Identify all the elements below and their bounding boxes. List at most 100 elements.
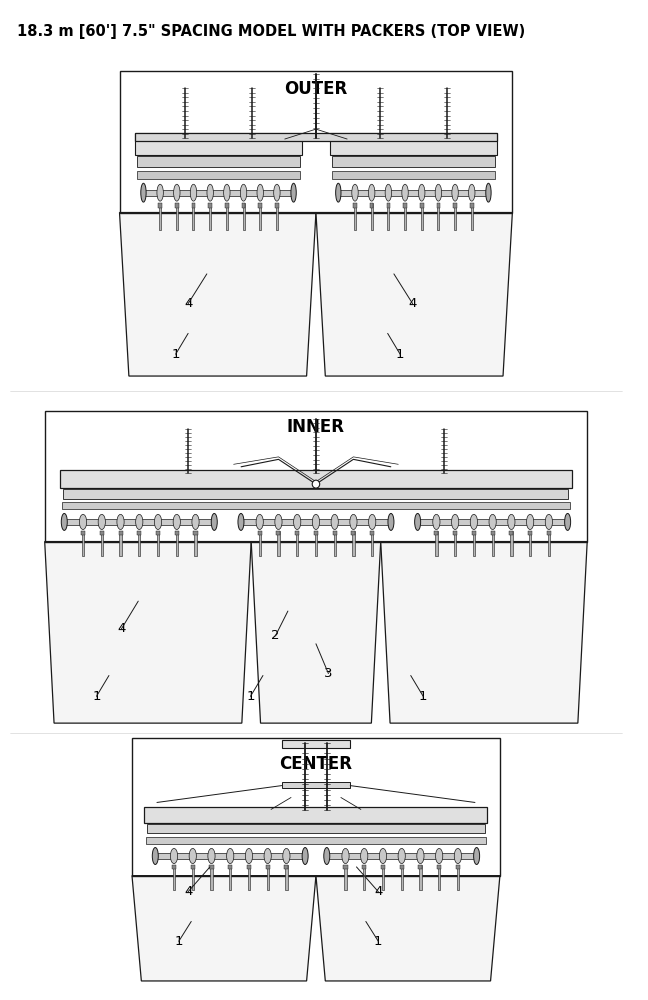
Ellipse shape — [98, 514, 106, 530]
Bar — [344, 865, 347, 890]
Bar — [470, 203, 474, 208]
Bar — [172, 865, 176, 869]
Ellipse shape — [291, 183, 296, 202]
Ellipse shape — [208, 848, 215, 864]
Ellipse shape — [452, 514, 459, 530]
Bar — [259, 203, 262, 208]
Text: 18.3 m [60'] 7.5" SPACING MODEL WITH PACKERS (TOP VIEW): 18.3 m [60'] 7.5" SPACING MODEL WITH PAC… — [17, 24, 525, 39]
Ellipse shape — [470, 514, 478, 530]
Bar — [157, 531, 159, 556]
Bar — [119, 531, 122, 535]
Ellipse shape — [336, 183, 341, 202]
Ellipse shape — [312, 514, 319, 530]
Bar — [338, 190, 489, 196]
Bar — [285, 865, 288, 890]
Ellipse shape — [312, 480, 319, 488]
Bar — [295, 531, 299, 535]
Bar — [491, 531, 494, 535]
Bar — [382, 865, 384, 890]
Bar — [470, 203, 473, 230]
Bar — [225, 203, 229, 208]
Bar — [454, 203, 457, 208]
Polygon shape — [381, 542, 587, 723]
Ellipse shape — [173, 514, 180, 530]
Ellipse shape — [246, 848, 253, 864]
Bar — [334, 531, 336, 556]
Bar — [156, 853, 305, 859]
Ellipse shape — [238, 513, 244, 530]
Ellipse shape — [240, 184, 247, 201]
Text: INNER: INNER — [287, 418, 345, 436]
Bar — [381, 865, 385, 869]
Bar — [362, 865, 366, 869]
Bar — [332, 531, 337, 535]
Bar — [435, 531, 437, 556]
Ellipse shape — [419, 184, 425, 201]
Ellipse shape — [388, 513, 394, 530]
Bar — [282, 782, 351, 788]
Ellipse shape — [294, 514, 301, 530]
Bar — [248, 865, 250, 890]
Bar — [100, 531, 103, 556]
Text: 4: 4 — [117, 622, 126, 635]
Bar — [529, 531, 531, 556]
Ellipse shape — [211, 513, 217, 530]
Ellipse shape — [342, 848, 349, 864]
Ellipse shape — [324, 848, 330, 864]
Polygon shape — [119, 213, 316, 376]
Ellipse shape — [352, 184, 358, 201]
Bar — [64, 489, 568, 499]
Bar — [371, 531, 373, 556]
Bar — [528, 531, 532, 535]
Ellipse shape — [545, 514, 553, 530]
Ellipse shape — [117, 514, 124, 530]
Bar — [547, 531, 551, 535]
Bar — [332, 156, 495, 167]
Bar — [353, 531, 354, 556]
Bar — [315, 531, 317, 556]
Bar — [388, 203, 389, 230]
Ellipse shape — [402, 184, 408, 201]
Bar — [510, 531, 513, 556]
Text: 1: 1 — [374, 935, 382, 948]
Ellipse shape — [454, 848, 461, 864]
Bar — [242, 203, 244, 230]
Text: 1: 1 — [419, 690, 428, 703]
Text: 1: 1 — [174, 935, 183, 948]
Bar — [247, 865, 251, 869]
Ellipse shape — [508, 514, 515, 530]
Ellipse shape — [435, 848, 443, 864]
Bar — [351, 531, 356, 535]
Bar — [258, 531, 262, 535]
Ellipse shape — [264, 848, 272, 864]
Bar — [371, 203, 373, 230]
Ellipse shape — [527, 514, 534, 530]
Bar — [64, 519, 214, 525]
Polygon shape — [316, 876, 500, 981]
Bar — [438, 865, 440, 890]
Polygon shape — [132, 876, 316, 981]
Bar — [209, 203, 211, 230]
Ellipse shape — [385, 184, 391, 201]
Bar — [143, 190, 294, 196]
Ellipse shape — [141, 183, 146, 202]
Ellipse shape — [157, 184, 163, 201]
Text: 2: 2 — [271, 629, 280, 642]
Bar — [400, 865, 404, 869]
Bar — [209, 865, 213, 869]
Bar — [420, 203, 424, 208]
Text: OUTER: OUTER — [284, 80, 347, 98]
Bar — [226, 203, 228, 230]
Bar — [192, 865, 194, 890]
Ellipse shape — [331, 514, 338, 530]
Bar — [229, 865, 231, 890]
Text: 4: 4 — [184, 885, 192, 898]
Bar — [176, 531, 178, 556]
Bar — [454, 531, 456, 556]
Text: 4: 4 — [408, 297, 417, 310]
Bar — [132, 738, 500, 876]
Text: 4: 4 — [374, 885, 382, 898]
Ellipse shape — [62, 513, 67, 530]
Bar — [135, 133, 497, 141]
Bar — [419, 865, 422, 869]
